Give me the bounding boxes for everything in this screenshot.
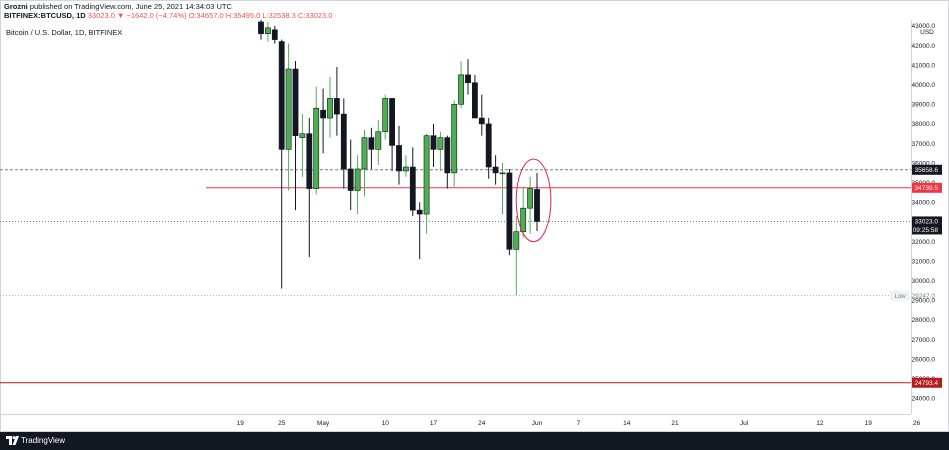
y-tick-label: 28000.0 [912,317,936,324]
candle-body [389,98,395,146]
chart-title: Bitcoin / U.S. Dollar, 1D, BITFINEX [6,28,122,37]
x-tick-label: 7 [577,420,581,427]
price-axis-label-bg [912,182,942,193]
price-axis-label: 35658.6 [915,167,939,174]
symbol-info: BITFINEX:BTCUSD, 1D 33023.0 ▼ −1642.0 (−… [4,11,332,20]
countdown-label: 09:25:58 [913,227,939,234]
candle-body [465,74,471,84]
x-tick-label: 26 [913,420,921,427]
candle-body [444,137,451,174]
publish-text: published on TradingView.com, June 25, 2… [29,2,232,11]
candle-body [527,188,533,209]
candle-body [534,189,540,222]
candle-body [340,113,347,170]
currency-label: USD [920,29,934,36]
candle-body [327,98,333,119]
y-tick-label: 34000.0 [912,200,936,207]
low-tag-label: Low [894,294,906,300]
candle-body [299,133,306,138]
x-tick-label: 24 [478,420,486,427]
candle-body [416,209,423,215]
candle-body [313,107,320,189]
x-tick-label: 10 [382,420,390,427]
candle-body [451,103,458,174]
y-tick-label: 40000.0 [912,82,936,89]
candle-body [333,98,340,115]
candle-body [375,131,382,150]
x-tick-label: 12 [816,420,824,427]
candle-body [437,137,444,150]
publish-info: Grozni published on TradingView.com, Jun… [4,2,232,11]
candle-body [492,166,499,174]
price-axis-label-bg [912,164,942,175]
candle-body [347,168,354,191]
y-tick-label: 41000.0 [912,62,936,69]
price-axis-label: 29247.0 [912,293,936,300]
y-tick-label: 27000.0 [912,337,936,344]
candle-body [278,41,285,150]
candle-body [471,82,478,119]
y-tick-label: 42000.0 [912,43,936,50]
candle-body [478,117,485,125]
x-tick-label: 19 [237,420,245,427]
candle-body [320,109,326,119]
candle-body [423,135,430,215]
y-tick-label: 43000.0 [912,23,936,30]
chart-frame [0,0,949,432]
x-tick-label: 17 [430,420,438,427]
x-tick-label: 14 [623,420,631,427]
candle-body [506,172,513,250]
candle-body [306,133,313,189]
tradingview-brand: TradingView [21,436,66,445]
annotation-ellipse [515,158,552,243]
candle-body [430,135,437,150]
candle-body [264,27,271,35]
x-tick-label: 21 [671,420,679,427]
price-axis-label: 34739.5 [915,185,939,192]
y-tick-label: 38000.0 [912,121,936,128]
x-tick-label: May [317,420,330,427]
candle-body [354,168,361,191]
x-tick-label: 19 [865,420,873,427]
y-tick-label: 24000.0 [912,396,936,403]
y-tick-label: 39000.0 [912,102,936,109]
candle-body [520,207,527,233]
symbol-label: BITFINEX:BTCUSD, 1D [4,11,86,20]
price-axis-label: 33023.0 [915,219,939,226]
candle-body [368,137,375,150]
y-tick-label: 32000.0 [912,239,936,246]
y-tick-label: 36000.0 [912,160,936,167]
low-tag-bg [890,290,910,301]
candle-body [396,145,402,172]
price-axis-label: 24793.4 [915,380,939,387]
candle-body [513,231,520,250]
x-tick-label: 25 [278,420,286,427]
candle-body [271,29,278,40]
y-tick-label: 29000.0 [912,298,936,305]
y-tick-label: 31000.0 [912,258,936,265]
footer-bar: TradingView [0,432,949,450]
price-axis-label-bg [912,377,942,388]
author-name: Grozni [4,2,28,11]
y-tick-label: 26000.0 [912,356,936,363]
candle-body [285,68,292,150]
ohlc-values: O:34657.0 H:35495.0 L:32538.3 C:33023.0 [188,11,333,20]
y-tick-label: 30000.0 [912,278,936,285]
candle-body [485,123,492,168]
candle-body [292,68,299,136]
candle-body [499,172,506,175]
price-chart[interactable]: Bitcoin / U.S. Dollar, 1D, BITFINEX USD 24… [0,0,949,432]
y-tick-label: 37000.0 [912,141,936,148]
price-change: 33023.0 ▼ −1642.0 (−4.74%) [87,11,187,20]
price-axis-label-bg [912,216,942,235]
x-tick-label: Jul [740,420,749,427]
candle-body [361,137,368,170]
candle-body [258,21,264,35]
candle-body [402,166,409,172]
candle-body [458,74,464,105]
candle-body [382,98,389,133]
tradingview-logo-icon [6,436,19,445]
candle-body [409,166,416,211]
x-tick-label: Jun [532,420,543,427]
